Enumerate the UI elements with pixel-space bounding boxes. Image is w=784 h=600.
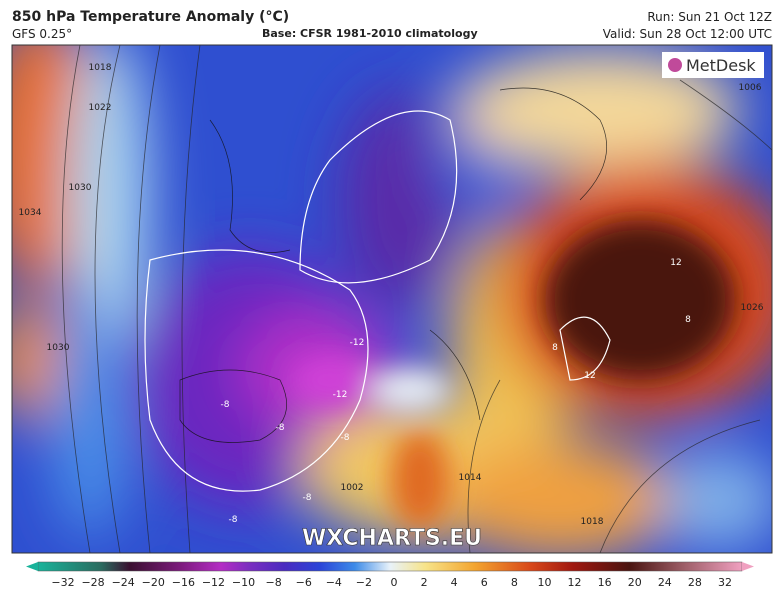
contour-label: 1022 <box>89 103 112 113</box>
run: Run: Sun 21 Oct 12Z <box>647 10 772 24</box>
colorbar-label: −12 <box>202 576 225 589</box>
watermark: WXCHARTS.EU <box>302 526 482 551</box>
colorbar-label: −28 <box>81 576 104 589</box>
contour-label: 1014 <box>459 473 482 483</box>
logo-icon <box>668 58 682 72</box>
colorbar-label: −16 <box>172 576 195 589</box>
map-frame <box>11 44 773 554</box>
colorbar-label: 0 <box>391 576 398 589</box>
logo: MetDesk <box>686 56 756 75</box>
contour-label: -8 <box>221 400 230 410</box>
coastlines <box>179 87 607 443</box>
colorbar-label: −32 <box>51 576 74 589</box>
contour-label: 1018 <box>89 63 112 73</box>
colorbar <box>37 561 743 572</box>
contour-label: -8 <box>229 515 238 525</box>
colorbar-label: 28 <box>688 576 702 589</box>
contour-label: -8 <box>341 433 350 443</box>
colorbar-label: −6 <box>296 576 312 589</box>
base: Base: CFSR 1981-2010 climatology <box>262 27 478 40</box>
contour-label: -12 <box>333 390 348 400</box>
contour-label: 1030 <box>47 343 70 353</box>
contour-label: 1018 <box>581 517 604 527</box>
colorbar-label: −20 <box>142 576 165 589</box>
colorbar-label: 24 <box>658 576 672 589</box>
colorbar-labels: −32 −28 −24 −20 −16 −12 −10 −8 −6 −4 −2 0 2 4 6 8 10 12 16… <box>51 576 732 589</box>
contour-label: 8 <box>552 343 558 353</box>
map-field <box>12 45 772 553</box>
colorbar-label: 2 <box>421 576 428 589</box>
contour-label: 12 <box>584 371 595 381</box>
contour-label: 1034 <box>19 208 42 218</box>
contour-labels: 1018 1022 1030 1034 1030 -12 -12 -8 -8 -8 -8 -8 12 12… <box>19 63 764 527</box>
colorbar-label: −10 <box>232 576 255 589</box>
colorbar-label: 32 <box>718 576 732 589</box>
colorbar-label: 6 <box>481 576 488 589</box>
contour-label: -8 <box>303 493 312 503</box>
colorbar-high-arrow <box>742 562 754 571</box>
contour-label: 1002 <box>341 483 364 493</box>
contour-label: 1026 <box>741 303 764 313</box>
isobars <box>61 45 772 553</box>
contour-label: -12 <box>350 338 365 348</box>
title: 850 hPa Temperature Anomaly (°C) <box>12 9 290 25</box>
colorbar-label: 20 <box>628 576 642 589</box>
colorbar-label: −8 <box>266 576 282 589</box>
colorbar-label: −4 <box>326 576 342 589</box>
valid: Valid: Sun 28 Oct 12:00 UTC <box>602 27 772 41</box>
colorbar-label: −24 <box>112 576 135 589</box>
colorbar-label: −2 <box>356 576 372 589</box>
contour-label: 1006 <box>739 83 762 93</box>
model: GFS 0.25° <box>12 27 73 41</box>
colorbar-label: 16 <box>598 576 612 589</box>
colorbar-low-arrow <box>26 562 38 571</box>
contour-label: 8 <box>685 315 691 325</box>
colorbar-label: 10 <box>537 576 551 589</box>
colorbar-label: 4 <box>451 576 458 589</box>
contour-label: 12 <box>670 258 681 268</box>
colorbar-label: 12 <box>568 576 582 589</box>
colorbar-label: 8 <box>511 576 518 589</box>
temperature-contours <box>144 110 611 492</box>
contour-label: -8 <box>276 423 285 433</box>
contour-label: 1030 <box>69 183 92 193</box>
